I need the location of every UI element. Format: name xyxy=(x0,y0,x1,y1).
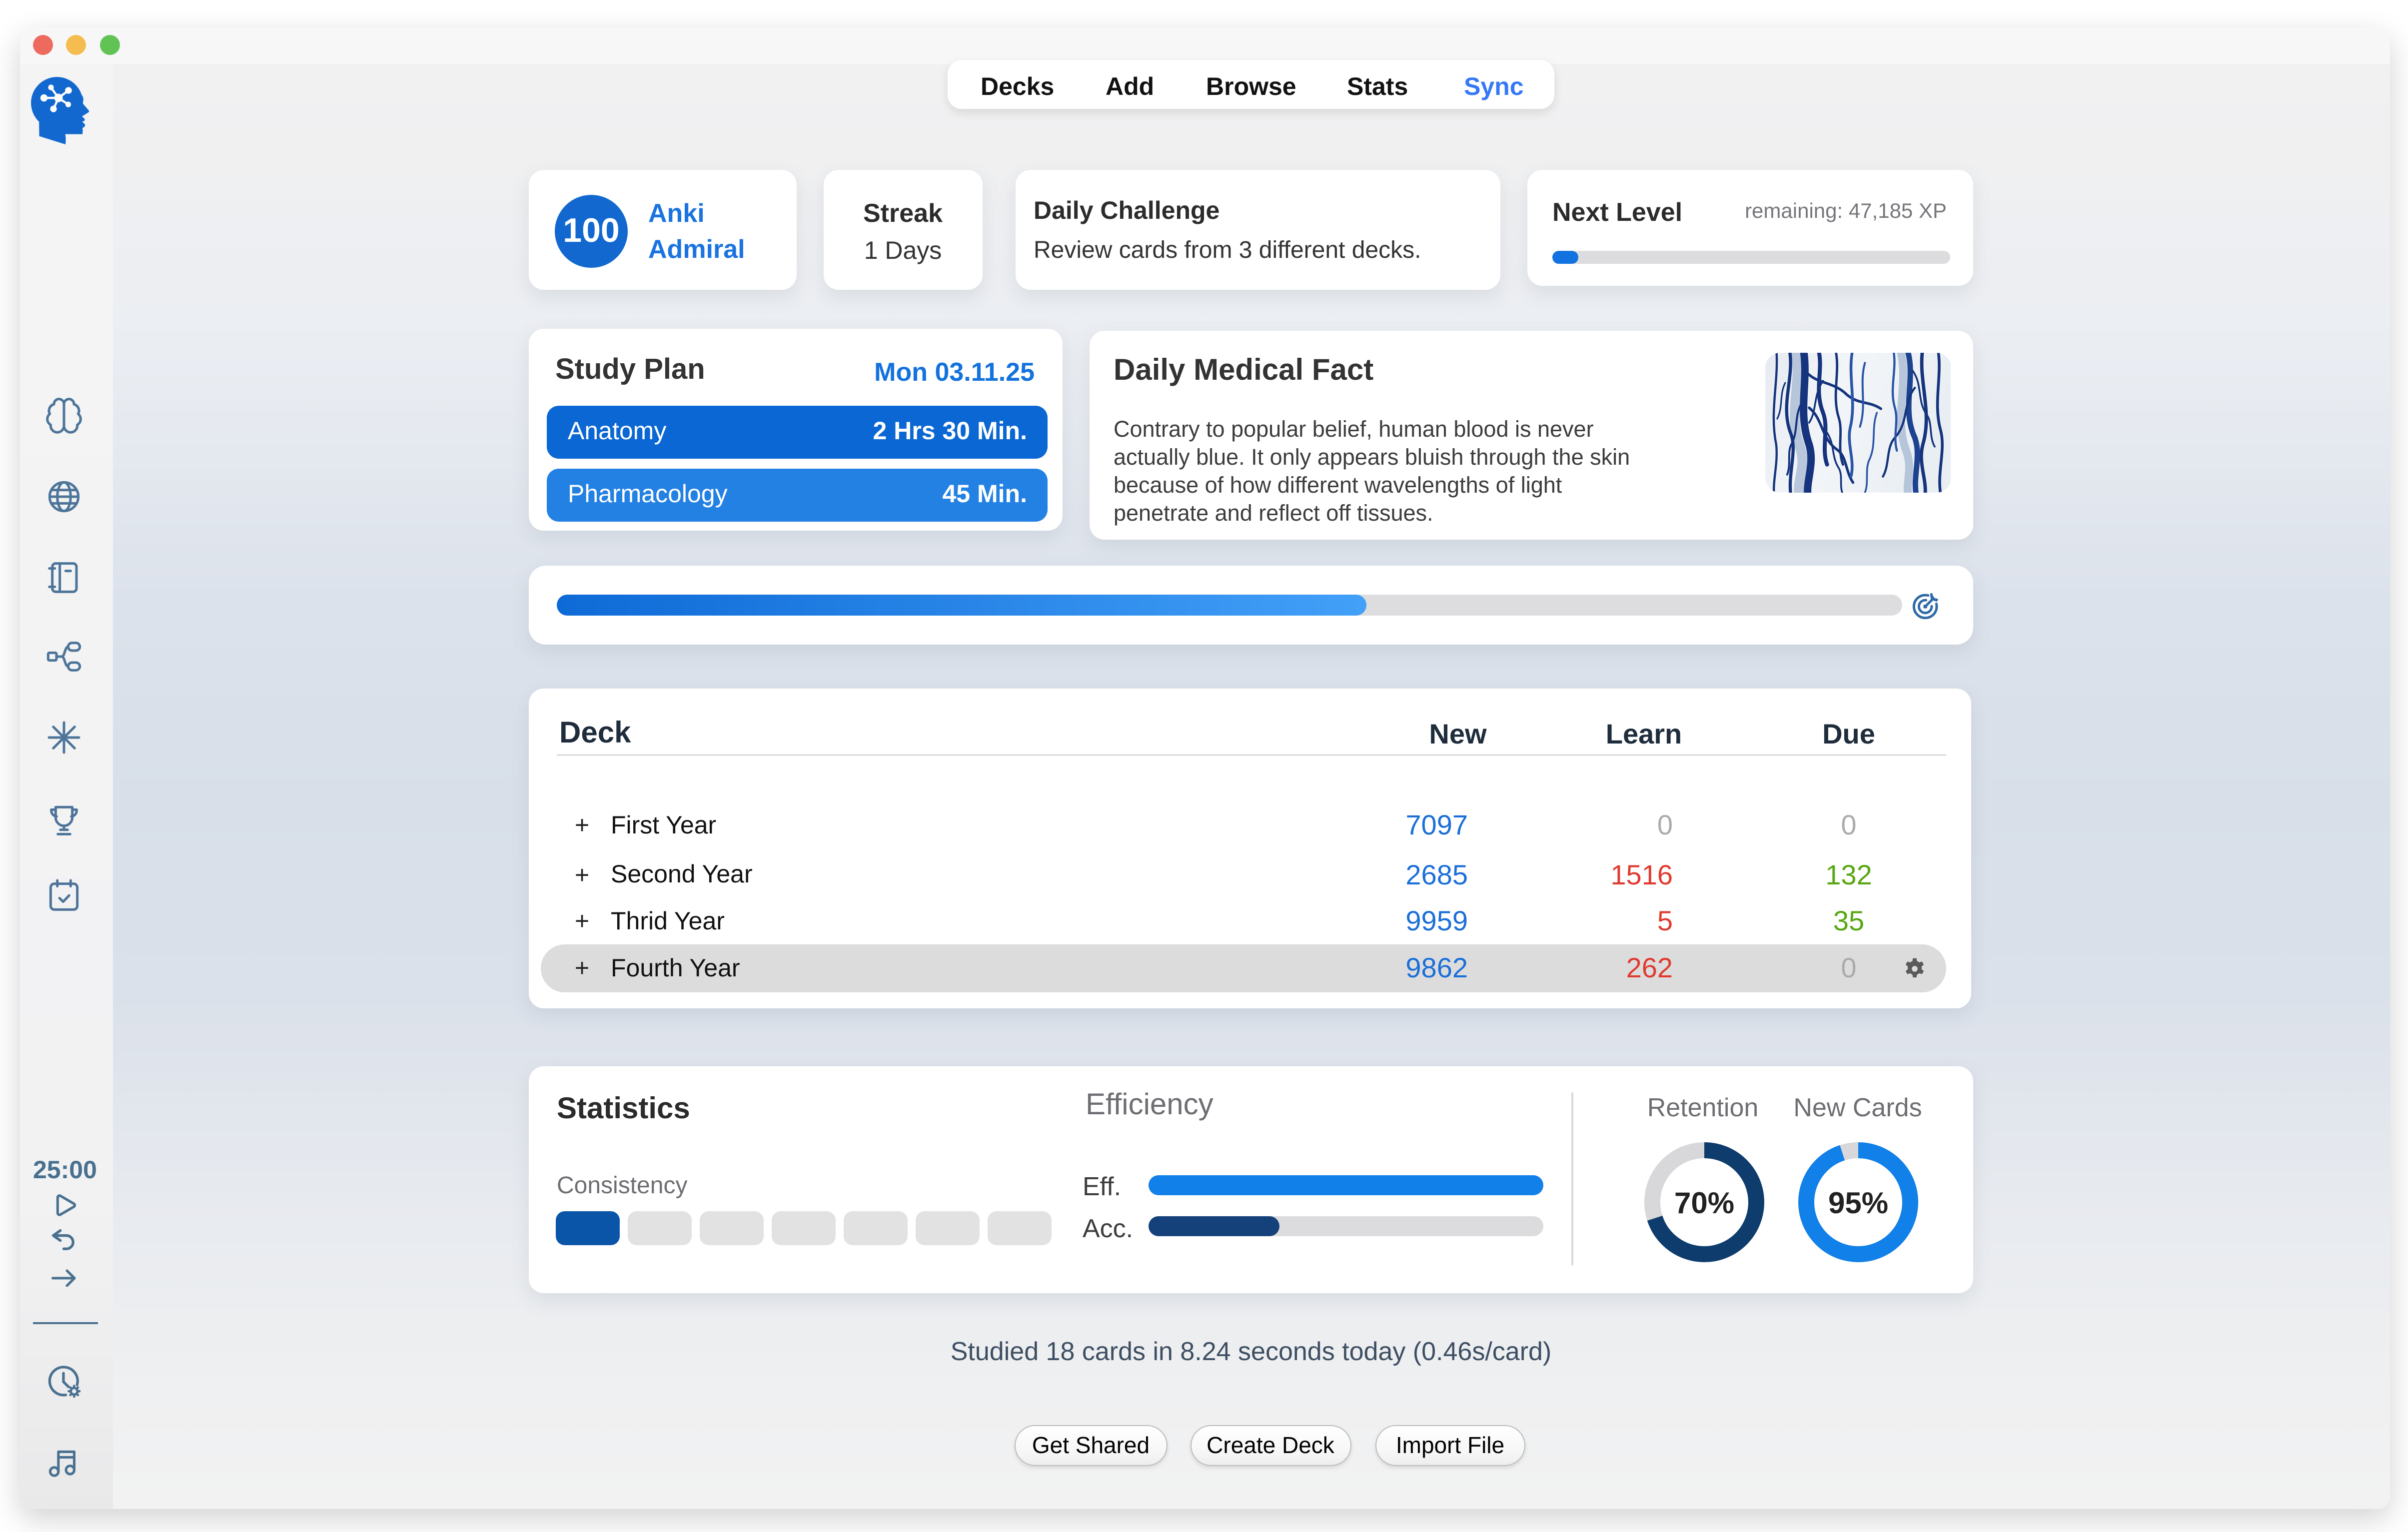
svg-text:95%: 95% xyxy=(1828,1186,1888,1220)
svg-text:70%: 70% xyxy=(1674,1186,1734,1220)
